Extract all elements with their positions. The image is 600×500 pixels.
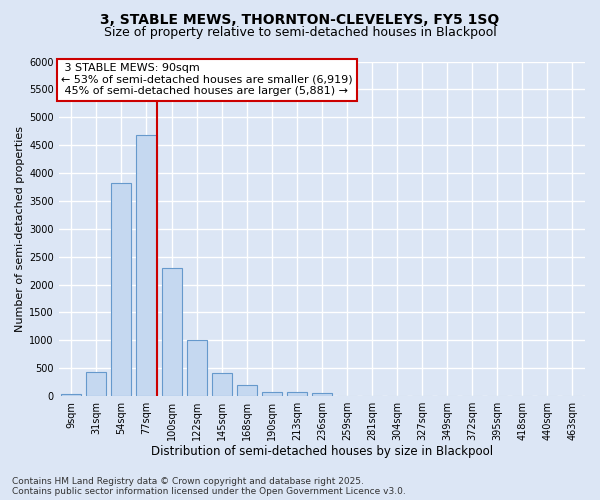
Bar (212, 373, 232, 396)
Bar (61, 394, 82, 396)
Bar (136, 135, 157, 396)
Bar (262, 392, 282, 396)
Bar (161, 268, 182, 396)
Bar (312, 393, 332, 396)
Text: Contains HM Land Registry data © Crown copyright and database right 2025.
Contai: Contains HM Land Registry data © Crown c… (12, 476, 406, 496)
Text: 3 STABLE MEWS: 90sqm
← 53% of semi-detached houses are smaller (6,919)
 45% of s: 3 STABLE MEWS: 90sqm ← 53% of semi-detac… (61, 63, 353, 96)
Text: 3, STABLE MEWS, THORNTON-CLEVELEYS, FY5 1SQ: 3, STABLE MEWS, THORNTON-CLEVELEYS, FY5 … (100, 12, 500, 26)
Bar (287, 392, 307, 396)
Y-axis label: Number of semi-detached properties: Number of semi-detached properties (15, 126, 25, 332)
Text: Size of property relative to semi-detached houses in Blackpool: Size of property relative to semi-detach… (104, 26, 496, 39)
X-axis label: Distribution of semi-detached houses by size in Blackpool: Distribution of semi-detached houses by … (151, 444, 493, 458)
Bar (187, 340, 206, 396)
Bar (236, 385, 257, 396)
Bar (86, 372, 106, 396)
Bar (112, 183, 131, 396)
